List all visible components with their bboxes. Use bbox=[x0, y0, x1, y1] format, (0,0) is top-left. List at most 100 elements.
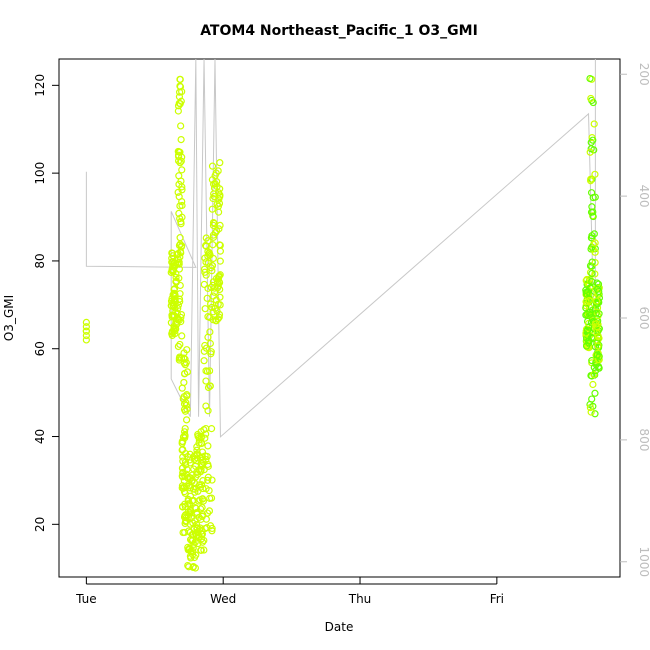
y-tick-label: 100 bbox=[33, 162, 47, 185]
x-tick-label: Tue bbox=[75, 592, 97, 606]
data-point bbox=[174, 147, 182, 156]
data-point bbox=[207, 300, 215, 308]
data-point bbox=[209, 219, 218, 227]
data-point bbox=[206, 494, 214, 502]
data-point bbox=[586, 262, 595, 270]
data-point bbox=[176, 202, 184, 210]
data-point bbox=[591, 258, 599, 267]
data-point bbox=[176, 298, 184, 306]
data-point bbox=[208, 524, 216, 533]
data-point bbox=[206, 339, 214, 348]
data-point bbox=[204, 333, 212, 341]
data-point bbox=[174, 107, 182, 115]
data-point bbox=[590, 370, 598, 379]
chart-title: ATOM4 Northeast_Pacific_1 O3_GMI bbox=[200, 23, 478, 39]
data-point bbox=[214, 208, 223, 216]
data-point bbox=[177, 157, 185, 165]
data-point bbox=[174, 301, 182, 309]
data-point bbox=[181, 355, 189, 363]
data-point bbox=[178, 183, 186, 191]
data-point bbox=[216, 159, 224, 167]
data-point bbox=[209, 241, 217, 249]
data-point bbox=[592, 367, 600, 375]
data-point bbox=[589, 208, 597, 216]
data-point bbox=[175, 260, 183, 268]
data-point bbox=[199, 484, 207, 493]
data-point bbox=[210, 180, 218, 188]
data-point bbox=[193, 443, 201, 451]
data-point bbox=[186, 484, 195, 492]
data-point bbox=[177, 243, 185, 251]
data-point bbox=[214, 300, 222, 308]
data-point bbox=[176, 83, 185, 91]
data-point bbox=[82, 331, 90, 340]
data-point bbox=[184, 500, 192, 508]
data-point bbox=[587, 177, 595, 185]
data-point bbox=[175, 193, 183, 201]
data-point bbox=[216, 271, 224, 279]
data-point bbox=[177, 97, 185, 105]
x-tick-label: Fri bbox=[490, 592, 504, 606]
data-point bbox=[200, 280, 208, 289]
data-point bbox=[82, 318, 90, 326]
data-point bbox=[589, 212, 597, 221]
x-axis-label: Date bbox=[325, 620, 354, 634]
data-point bbox=[209, 292, 217, 300]
data-point bbox=[215, 272, 223, 280]
data-point bbox=[82, 323, 90, 331]
data-point bbox=[198, 495, 207, 503]
data-point bbox=[586, 148, 594, 156]
data-point bbox=[178, 384, 186, 392]
data-point bbox=[595, 352, 603, 360]
x-axis: Tue Wed Thu Fri bbox=[75, 577, 504, 606]
pressure-line bbox=[85, 59, 596, 438]
data-point bbox=[170, 286, 178, 294]
data-point bbox=[210, 184, 219, 192]
data-point bbox=[208, 262, 217, 270]
data-point bbox=[186, 528, 194, 536]
data-point bbox=[202, 271, 210, 279]
data-point bbox=[186, 536, 195, 544]
data-point bbox=[171, 324, 180, 332]
data-point bbox=[205, 507, 214, 515]
data-point bbox=[175, 241, 184, 250]
data-point bbox=[199, 511, 207, 519]
data-point bbox=[212, 317, 220, 325]
data-point bbox=[204, 383, 213, 392]
data-point bbox=[594, 333, 602, 341]
data-point bbox=[178, 446, 186, 454]
data-point bbox=[197, 459, 205, 468]
y2-tick-label: 800 bbox=[637, 428, 650, 451]
data-point bbox=[167, 268, 175, 277]
data-point bbox=[206, 382, 214, 390]
data-point bbox=[208, 162, 217, 170]
data-point bbox=[207, 348, 215, 356]
data-point bbox=[194, 539, 202, 548]
plot-area bbox=[82, 59, 604, 572]
data-point bbox=[180, 378, 188, 387]
data-point bbox=[176, 340, 184, 349]
data-point bbox=[184, 474, 192, 482]
data-point bbox=[589, 380, 597, 389]
y-axis: 20 40 60 80 100 120 bbox=[33, 74, 59, 532]
data-point bbox=[193, 451, 201, 459]
data-point bbox=[183, 346, 191, 354]
data-point bbox=[191, 488, 199, 496]
data-point bbox=[591, 239, 599, 247]
y-tick-label: 80 bbox=[33, 253, 47, 268]
data-point bbox=[204, 460, 212, 469]
data-point bbox=[203, 367, 212, 375]
data-point bbox=[200, 536, 208, 545]
data-point bbox=[198, 481, 206, 489]
data-point bbox=[196, 468, 205, 476]
data-point bbox=[202, 377, 210, 385]
data-point bbox=[178, 186, 186, 194]
data-point bbox=[587, 94, 595, 103]
y2-tick-label: 1000 bbox=[637, 546, 650, 577]
data-point bbox=[215, 278, 224, 287]
data-point bbox=[201, 434, 209, 442]
data-point bbox=[169, 307, 177, 315]
data-point bbox=[176, 75, 184, 83]
data-point bbox=[178, 437, 186, 446]
